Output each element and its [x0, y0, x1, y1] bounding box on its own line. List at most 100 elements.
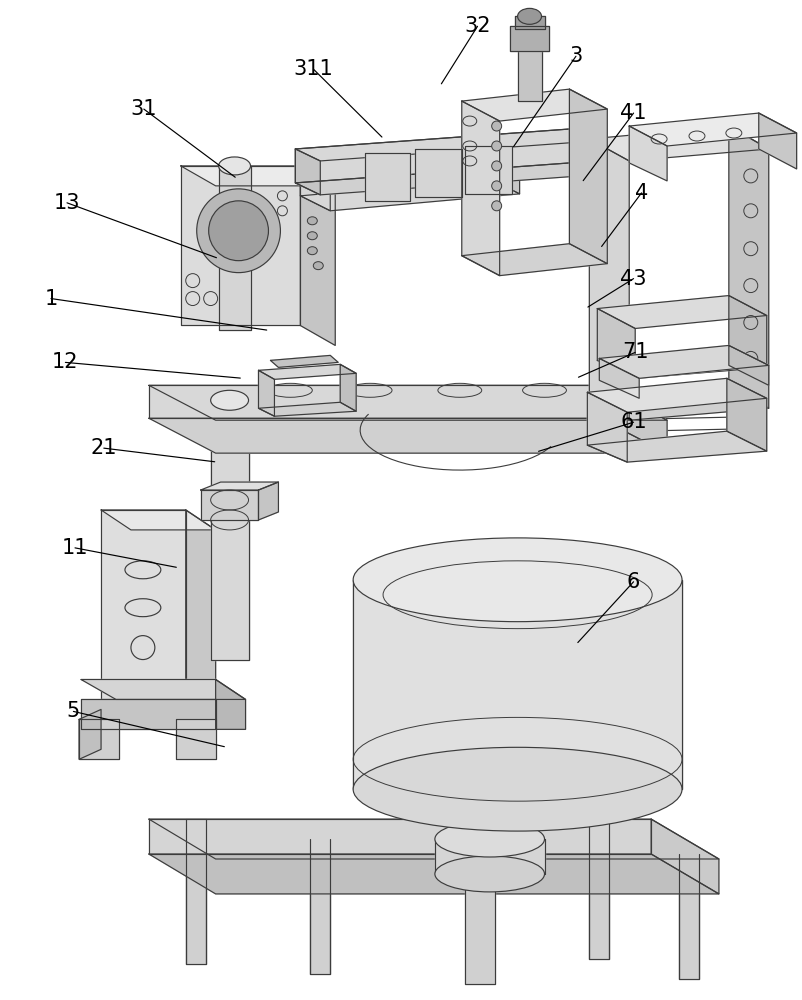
- Text: 71: 71: [621, 342, 647, 362]
- Text: 11: 11: [62, 538, 88, 558]
- Polygon shape: [435, 839, 544, 874]
- Polygon shape: [461, 101, 499, 276]
- Polygon shape: [728, 296, 766, 367]
- Ellipse shape: [209, 201, 268, 261]
- Polygon shape: [176, 719, 216, 759]
- Polygon shape: [101, 510, 216, 530]
- Text: 43: 43: [619, 269, 646, 289]
- Text: 21: 21: [91, 438, 117, 458]
- Polygon shape: [79, 709, 101, 759]
- Text: 12: 12: [52, 352, 79, 372]
- Polygon shape: [678, 854, 698, 979]
- Ellipse shape: [517, 8, 541, 24]
- Ellipse shape: [435, 856, 544, 892]
- Text: 32: 32: [464, 16, 490, 36]
- Text: 6: 6: [626, 572, 639, 592]
- Polygon shape: [629, 113, 796, 146]
- Polygon shape: [148, 854, 718, 894]
- Polygon shape: [295, 163, 593, 195]
- Polygon shape: [148, 385, 598, 418]
- Text: 5: 5: [67, 701, 80, 721]
- Polygon shape: [365, 153, 410, 201]
- Ellipse shape: [491, 181, 501, 191]
- Polygon shape: [148, 385, 666, 420]
- Polygon shape: [101, 510, 185, 699]
- Ellipse shape: [491, 141, 501, 151]
- Text: 13: 13: [54, 193, 80, 213]
- Polygon shape: [295, 149, 320, 195]
- Ellipse shape: [196, 189, 280, 273]
- Polygon shape: [589, 819, 609, 959]
- Ellipse shape: [307, 217, 317, 225]
- Polygon shape: [185, 510, 216, 719]
- Polygon shape: [200, 490, 258, 520]
- Ellipse shape: [353, 538, 681, 622]
- Polygon shape: [598, 385, 666, 453]
- Text: 3: 3: [569, 46, 581, 66]
- Polygon shape: [597, 309, 634, 378]
- Polygon shape: [258, 370, 274, 416]
- Ellipse shape: [435, 821, 544, 857]
- Polygon shape: [258, 402, 356, 416]
- Polygon shape: [597, 347, 766, 378]
- Ellipse shape: [491, 201, 501, 211]
- Polygon shape: [464, 146, 511, 194]
- Polygon shape: [340, 364, 356, 411]
- Text: 31: 31: [131, 99, 157, 119]
- Ellipse shape: [210, 390, 249, 410]
- Text: 1: 1: [44, 289, 58, 309]
- Ellipse shape: [307, 247, 317, 255]
- Polygon shape: [758, 113, 796, 169]
- Polygon shape: [464, 859, 494, 984]
- Polygon shape: [728, 345, 768, 385]
- Polygon shape: [586, 378, 766, 412]
- Polygon shape: [489, 144, 519, 194]
- Polygon shape: [629, 126, 666, 181]
- Polygon shape: [517, 49, 541, 101]
- Polygon shape: [461, 244, 606, 276]
- Ellipse shape: [491, 121, 501, 131]
- Polygon shape: [81, 699, 216, 729]
- Polygon shape: [589, 139, 629, 420]
- Polygon shape: [148, 819, 718, 859]
- Polygon shape: [79, 719, 119, 759]
- Polygon shape: [200, 482, 278, 490]
- Polygon shape: [586, 392, 626, 462]
- Polygon shape: [258, 364, 356, 379]
- Polygon shape: [210, 400, 249, 660]
- Polygon shape: [148, 418, 666, 453]
- Text: 4: 4: [634, 183, 647, 203]
- Polygon shape: [598, 358, 638, 398]
- Polygon shape: [300, 161, 330, 211]
- Ellipse shape: [313, 262, 323, 270]
- Polygon shape: [300, 166, 334, 345]
- Text: 61: 61: [619, 412, 646, 432]
- Polygon shape: [650, 819, 718, 894]
- Polygon shape: [586, 431, 766, 462]
- Polygon shape: [295, 129, 569, 183]
- Polygon shape: [310, 839, 330, 974]
- Polygon shape: [597, 296, 766, 328]
- Polygon shape: [295, 129, 593, 161]
- Polygon shape: [569, 89, 606, 264]
- Polygon shape: [728, 126, 768, 408]
- Ellipse shape: [218, 157, 250, 175]
- Text: 41: 41: [619, 103, 646, 123]
- Ellipse shape: [353, 747, 681, 831]
- Polygon shape: [589, 385, 768, 420]
- Polygon shape: [185, 819, 205, 964]
- Polygon shape: [461, 89, 606, 121]
- Text: 311: 311: [294, 59, 333, 79]
- Polygon shape: [148, 819, 650, 854]
- Polygon shape: [353, 580, 681, 789]
- Polygon shape: [300, 179, 519, 211]
- Polygon shape: [509, 26, 549, 51]
- Polygon shape: [180, 166, 300, 325]
- Polygon shape: [726, 378, 766, 451]
- Polygon shape: [598, 345, 768, 378]
- Polygon shape: [258, 482, 278, 520]
- Polygon shape: [81, 680, 245, 699]
- Polygon shape: [180, 166, 334, 186]
- Polygon shape: [270, 355, 338, 367]
- Polygon shape: [514, 16, 544, 29]
